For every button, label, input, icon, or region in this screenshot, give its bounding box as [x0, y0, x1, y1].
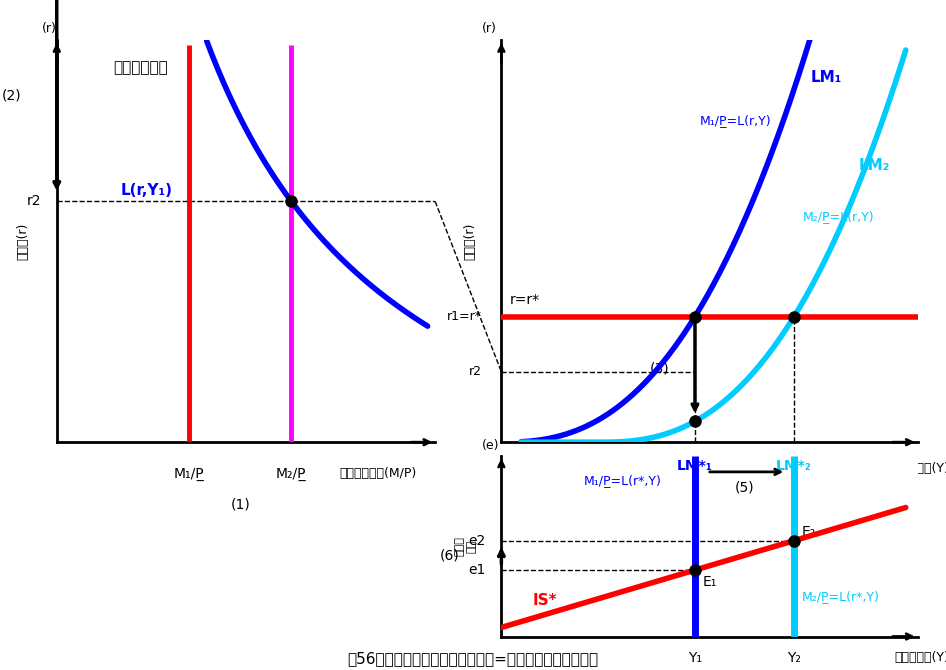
- Text: M₂/P̲=L(r,Y): M₂/P̲=L(r,Y): [802, 210, 874, 222]
- Text: M₂/P̲=L(r*,Y): M₂/P̲=L(r*,Y): [802, 590, 880, 603]
- Text: (3): (3): [650, 362, 669, 376]
- Text: M₁/P̲: M₁/P̲: [174, 468, 204, 481]
- Text: M₁/P̲=L(r*,Y): M₁/P̲=L(r*,Y): [584, 474, 662, 488]
- Text: (5): (5): [735, 481, 754, 495]
- Text: LM*₂: LM*₂: [777, 459, 812, 473]
- Text: (2): (2): [2, 88, 21, 103]
- Text: LM₂: LM₂: [858, 158, 889, 174]
- Text: (1): (1): [231, 497, 250, 511]
- Text: e1: e1: [468, 563, 485, 577]
- Text: 貨幣需要曲線: 貨幣需要曲線: [114, 60, 168, 75]
- Text: Y₁: Y₁: [688, 651, 702, 665]
- Text: r1=r*: r1=r*: [447, 310, 482, 323]
- Text: (4): (4): [735, 495, 754, 509]
- Text: (6): (6): [440, 548, 460, 562]
- Text: IS*: IS*: [534, 593, 558, 608]
- Text: Y₂: Y₂: [787, 465, 801, 479]
- Text: 所得・生産(Y): 所得・生産(Y): [895, 651, 946, 664]
- Text: LM*₁: LM*₁: [677, 459, 713, 473]
- Text: 利子率(r): 利子率(r): [464, 222, 476, 260]
- Text: (r): (r): [482, 22, 497, 35]
- Text: r2: r2: [468, 365, 482, 379]
- Text: M₂/P̲: M₂/P̲: [276, 468, 307, 481]
- Text: 利子率(r): 利子率(r): [16, 222, 29, 260]
- Text: 所得・生産(Y): 所得・生産(Y): [895, 462, 946, 475]
- Text: 実質貨幣残高(M/P): 実質貨幣残高(M/P): [339, 468, 416, 480]
- Text: Y₂: Y₂: [787, 651, 801, 665]
- Text: Y₁: Y₁: [688, 465, 702, 479]
- Text: e2: e2: [468, 533, 485, 547]
- Text: M₁/P̲=L(r,Y): M₁/P̲=L(r,Y): [700, 114, 771, 127]
- Text: E₁: E₁: [703, 576, 717, 590]
- Text: E₂: E₂: [802, 525, 816, 539]
- Text: (r): (r): [42, 22, 57, 35]
- Text: L(r,Y₁): L(r,Y₁): [121, 184, 173, 198]
- Text: レート
為替: レート 為替: [455, 536, 477, 556]
- Text: 図56　金融緩和の効果（マンデル=フレミング・モデル）: 図56 金融緩和の効果（マンデル=フレミング・モデル）: [347, 652, 599, 667]
- Text: LM₁: LM₁: [811, 70, 842, 85]
- Text: r=r*: r=r*: [509, 293, 539, 306]
- Text: r2: r2: [27, 194, 42, 208]
- Text: (e): (e): [482, 439, 499, 452]
